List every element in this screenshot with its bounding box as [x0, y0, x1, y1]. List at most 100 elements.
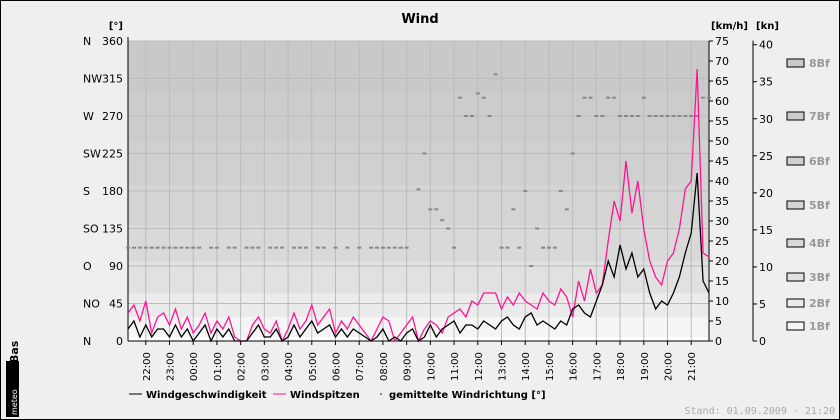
x-tick-label: 11:00 — [450, 352, 461, 381]
beaufort-legend-box — [786, 321, 805, 331]
direction-point — [707, 96, 711, 99]
svg-text:meteo: meteo — [10, 389, 19, 415]
svg-text:Base: Base — [8, 341, 21, 363]
direction-point — [375, 246, 379, 249]
direction-point — [404, 246, 409, 249]
direction-point — [594, 115, 599, 117]
beaufort-legend-box — [786, 298, 805, 308]
beaufort-band-6Bf — [128, 141, 709, 185]
kn-tick-label: 0 — [759, 335, 766, 348]
direction-point — [250, 246, 255, 249]
kmh-tick-label: 40 — [715, 175, 729, 188]
direction-point — [629, 115, 634, 117]
kn-tick-label: 10 — [759, 261, 773, 274]
x-tick-label: 14:00 — [521, 352, 532, 381]
timestamp: Stand: 01.09.2009 - 21:20 — [684, 406, 835, 417]
speed-line — [127, 172, 710, 343]
compass-label: SO — [83, 223, 99, 236]
direction-point — [683, 115, 688, 117]
x-tick-label: 05:00 — [308, 352, 319, 381]
direction-point — [588, 96, 593, 99]
beaufort-legend-label: 2Bf — [809, 297, 830, 310]
kmh-tick-label: 75 — [715, 35, 729, 48]
direction-point — [179, 246, 184, 249]
degree-tick-label: 180 — [102, 185, 123, 198]
direction-point — [416, 188, 421, 191]
x-tick-label: 03:00 — [260, 352, 271, 381]
direction-point — [546, 246, 551, 249]
direction-point — [280, 246, 285, 249]
direction-point — [321, 246, 326, 249]
direction-point — [149, 246, 154, 249]
direction-point — [564, 208, 569, 211]
legend-direction-label: gemittelte Windrichtung [°] — [389, 390, 546, 401]
compass-label: O — [83, 260, 92, 273]
direction-point — [653, 115, 658, 117]
kn-tick-label: 15 — [759, 224, 773, 237]
direction-point — [523, 190, 528, 192]
direction-point — [635, 115, 640, 117]
beaufort-legend-label: 3Bf — [809, 271, 830, 284]
kmh-tick-label: 30 — [715, 215, 729, 228]
direction-point — [155, 246, 160, 249]
kmh-tick-label: 5 — [715, 315, 722, 328]
direction-point — [481, 96, 486, 99]
direction-point — [695, 115, 700, 117]
direction-point — [606, 96, 611, 99]
direction-point — [440, 219, 445, 222]
compass-label: S — [83, 185, 90, 198]
kmh-tick-label: 15 — [715, 275, 729, 288]
direction-point — [641, 96, 646, 99]
direction-point — [256, 246, 261, 249]
direction-point — [131, 246, 136, 249]
direction-point — [689, 115, 694, 117]
direction-point — [333, 246, 338, 249]
direction-point — [380, 246, 385, 249]
degree-tick-label: 225 — [102, 148, 123, 161]
compass-label: NW — [83, 73, 102, 86]
direction-point — [659, 115, 664, 117]
direction-point — [232, 246, 237, 249]
kmh-tick-label: 65 — [715, 75, 729, 88]
x-tick-label: 02:00 — [237, 352, 248, 381]
x-tick-label: 19:00 — [640, 352, 651, 381]
direction-point — [369, 246, 374, 249]
beaufort-legend-label: 8Bf — [809, 57, 830, 70]
direction-point — [167, 246, 172, 249]
beaufort-legend-box — [786, 238, 805, 248]
direction-point — [392, 246, 397, 249]
direction-point — [386, 246, 391, 249]
kmh-tick-label: 25 — [715, 235, 729, 248]
kmh-tick-label: 35 — [715, 195, 729, 208]
x-tick-label: 20:00 — [664, 352, 675, 381]
kmh-tick-label: 70 — [715, 55, 729, 68]
direction-point — [209, 246, 213, 249]
direction-point — [505, 246, 510, 249]
x-tick-label: 15:00 — [545, 352, 556, 381]
compass-label: NO — [83, 298, 100, 311]
direction-point — [226, 246, 231, 249]
direction-point — [612, 96, 617, 99]
direction-point — [677, 115, 682, 117]
direction-point — [452, 246, 457, 249]
direction-point — [185, 246, 190, 249]
direction-point — [297, 246, 302, 249]
beaufort-legend-label: 7Bf — [809, 110, 830, 123]
direction-point — [600, 115, 605, 117]
direction-point — [463, 115, 468, 117]
kn-tick-label: 35 — [759, 76, 773, 89]
direction-point — [529, 265, 534, 267]
beaufort-band-2Bf — [128, 293, 709, 317]
direction-point — [274, 246, 279, 249]
kn-tick-label: 5 — [759, 298, 766, 311]
kmh-tick-label: 45 — [715, 155, 729, 168]
direction-point — [126, 246, 130, 249]
direction-point — [511, 208, 516, 211]
x-tick-label: 07:00 — [355, 352, 366, 381]
compass-label: N — [83, 35, 91, 48]
beaufort-legend-box — [786, 58, 805, 68]
x-tick-label: 04:00 — [284, 352, 295, 381]
degree-tick-label: 360 — [102, 35, 123, 48]
kmh-tick-label: 0 — [715, 335, 722, 348]
direction-point — [671, 115, 676, 117]
